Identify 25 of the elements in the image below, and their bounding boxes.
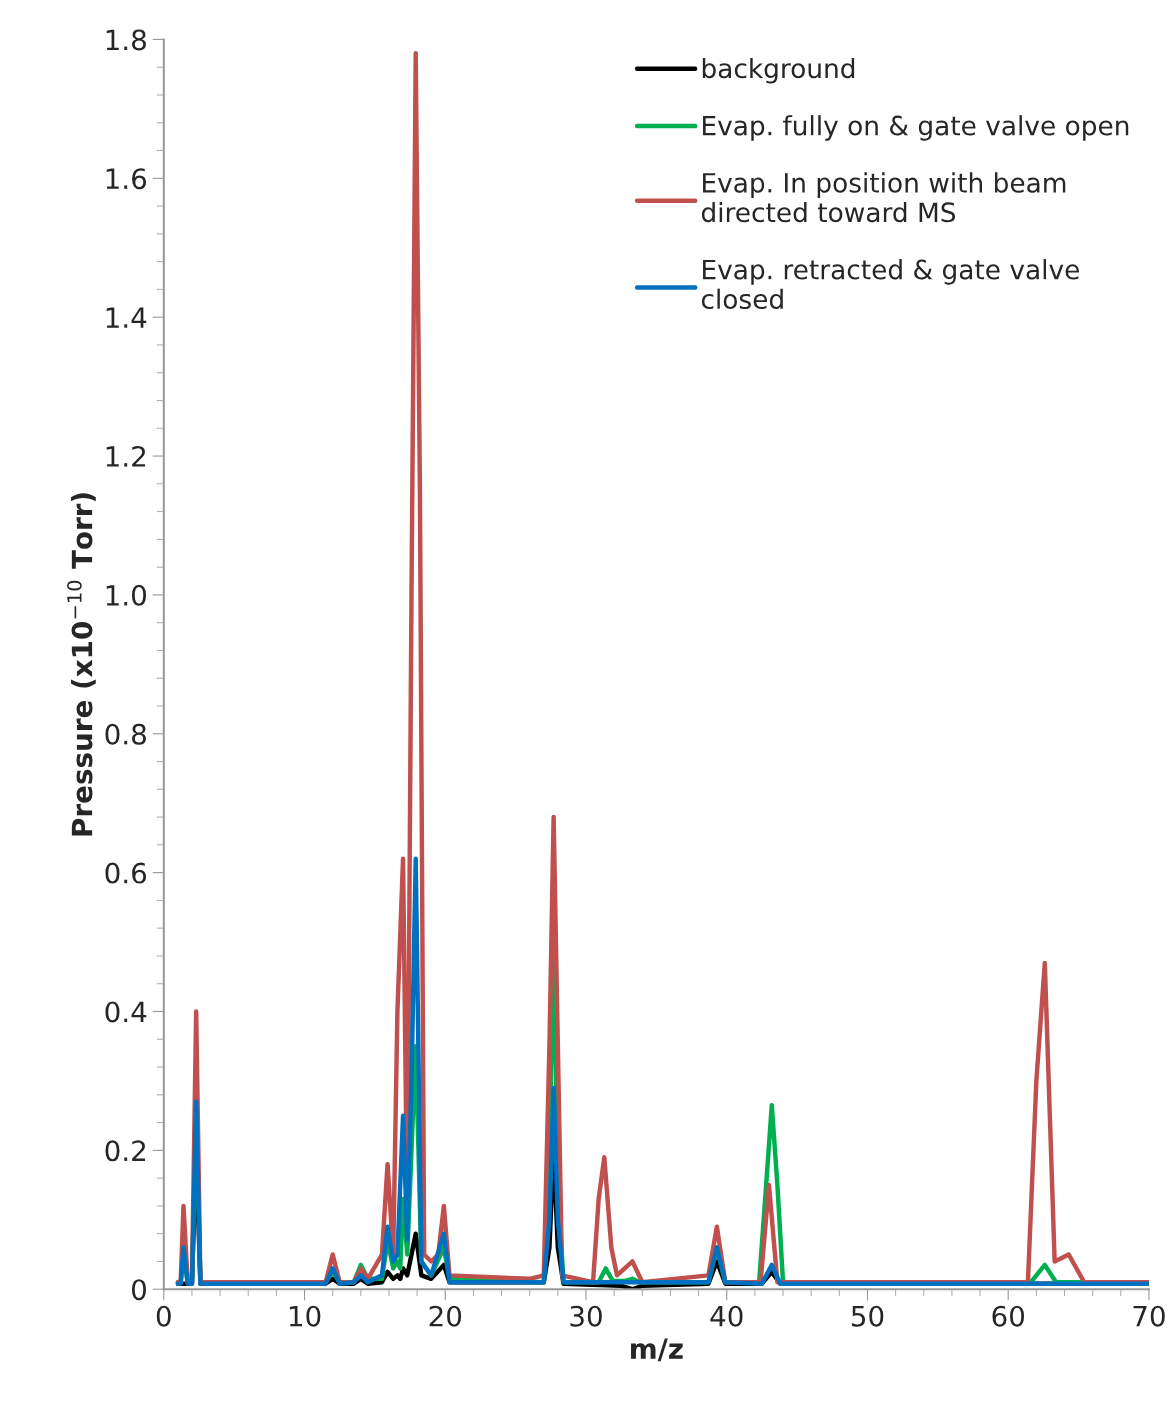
y-tick-label: 1.8 [106,29,146,51]
legend-label: Evap. fully on & gate valve open [703,115,1129,141]
y-tick-label: 1.0 [106,584,146,606]
y-tick-label: 0.4 [105,1001,147,1023]
x-axis-title: m/z [631,1338,683,1362]
x-tick-label: 50 [851,1305,884,1327]
y-axis-title: Pressure (x10$^{−10}$ Torr) [67,493,96,836]
y-tick-label: 1.4 [106,307,147,328]
x-tick-label: 0 [156,1305,171,1327]
x-tick-label: 20 [429,1305,462,1327]
x-tick-label: 40 [710,1305,743,1327]
legend-label: Evap. In position with beam directed toward MS [701,172,1066,223]
y-tick-label: 0.6 [105,862,147,884]
x-tick-label: 30 [570,1305,602,1327]
y-tick-label: 1.2 [106,445,146,467]
y-tick-label: 0.2 [105,1140,146,1162]
x-tick-label: 10 [289,1305,321,1327]
x-tick-label: 60 [992,1305,1025,1327]
legend-label: Evap. retracted & gate valve closed [701,259,1079,310]
y-tick-label: 0.8 [105,723,146,745]
y-tick-label: 1.6 [106,168,147,190]
x-tick-label: 70 [1133,1305,1165,1327]
line-series [175,856,1149,1286]
y-tick-label: 0 [131,1279,146,1301]
legend-label: background [702,57,855,84]
